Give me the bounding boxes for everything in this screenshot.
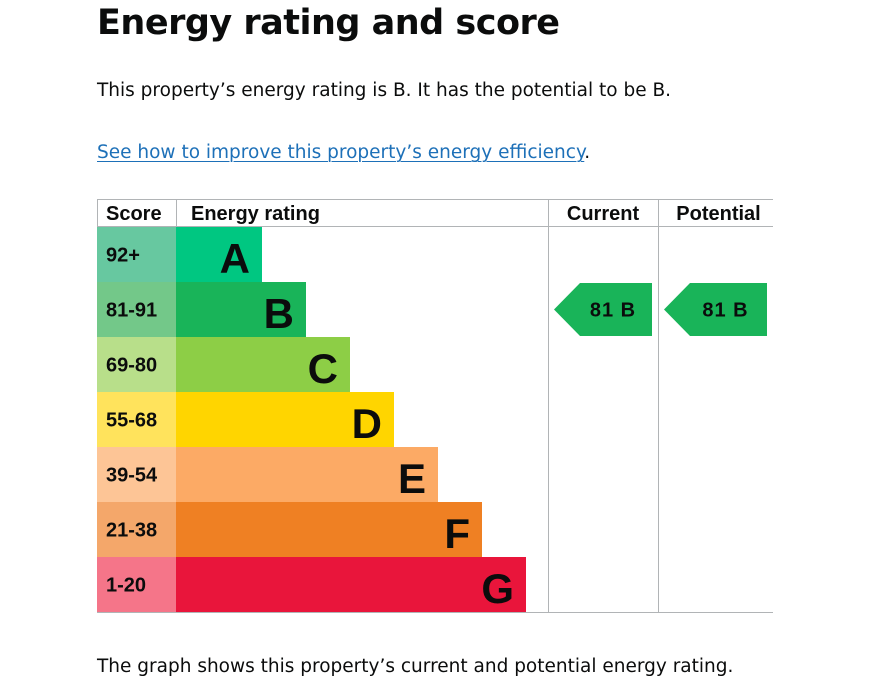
score-range-b: 81-91: [106, 300, 157, 322]
score-cell-a: [97, 227, 176, 282]
energy-rating-chart-container: Score Energy rating Current Potential 92+ A 81…: [96, 199, 776, 615]
header-potential: Potential: [676, 203, 760, 225]
score-cell-c: [97, 337, 176, 392]
score-range-f: 21-38: [106, 520, 157, 542]
score-cell-e: [97, 447, 176, 502]
current-rating-label: 81 B: [590, 300, 636, 322]
score-range-c: 69-80: [106, 355, 157, 377]
page-title: Energy rating and score: [97, 3, 560, 43]
score-cell-b: [97, 282, 176, 337]
rating-bar-c: [176, 337, 350, 392]
improve-link-suffix: .: [584, 142, 591, 163]
rating-bar-d: [176, 392, 394, 447]
rating-letter-a: A: [220, 235, 250, 282]
rating-bar-f: [176, 502, 482, 557]
score-range-a: 92+: [106, 245, 140, 267]
rating-letter-d: D: [352, 400, 382, 447]
potential-rating-arrow: [664, 283, 767, 336]
rating-summary: This property’s energy rating is B. It h…: [97, 80, 672, 101]
score-cell-f: [97, 502, 176, 557]
score-range-d: 55-68: [106, 410, 157, 432]
header-energy-rating: Energy rating: [191, 203, 320, 225]
header-score: Score: [106, 203, 162, 225]
rating-bar-b: [176, 282, 306, 337]
rating-letter-f: F: [444, 510, 470, 557]
score-cell-g: [97, 557, 176, 612]
rating-bar-e: [176, 447, 438, 502]
rating-letter-g: G: [481, 565, 514, 612]
header-current: Current: [567, 203, 640, 225]
score-range-g: 1-20: [106, 575, 146, 597]
rating-letter-e: E: [398, 455, 426, 502]
potential-rating-label: 81 B: [702, 300, 748, 322]
chart-caption: The graph shows this property’s current …: [97, 656, 734, 677]
improve-efficiency-link[interactable]: See how to improve this property’s energ…: [97, 142, 585, 163]
rating-letter-b: B: [264, 290, 294, 337]
improve-link-line: See how to improve this property’s energ…: [97, 140, 590, 166]
energy-rating-chart: Score Energy rating Current Potential 92+ A 81…: [97, 199, 773, 613]
score-cell-d: [97, 392, 176, 447]
rating-bar-a: [176, 227, 262, 282]
rating-letter-c: C: [308, 345, 338, 392]
rating-bar-g: [176, 557, 526, 612]
score-range-e: 39-54: [106, 465, 158, 487]
current-rating-arrow: [554, 283, 652, 336]
